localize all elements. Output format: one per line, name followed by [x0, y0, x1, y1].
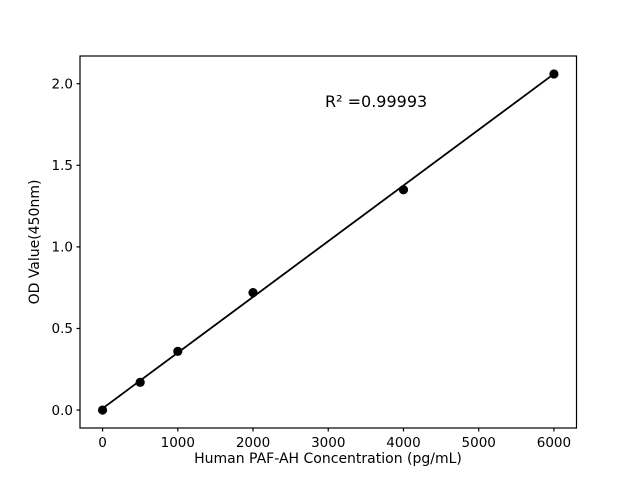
x-tick-label: 3000	[311, 435, 345, 451]
data-point	[135, 377, 145, 387]
y-axis-label: OD Value(450nm)	[27, 179, 43, 305]
x-axis-label: Human PAF-AH Concentration (pg/mL)	[194, 451, 462, 467]
y-tick-label: 2.0	[52, 76, 73, 92]
data-point	[97, 405, 108, 415]
r-squared-annotation: R² =0.99993	[325, 92, 428, 111]
data-point	[248, 287, 258, 298]
y-tick-label: 1.5	[52, 158, 73, 174]
data-point	[173, 346, 183, 356]
x-tick-label: 5000	[462, 435, 496, 451]
x-tick-label: 6000	[537, 435, 571, 451]
data-point	[549, 69, 559, 79]
y-tick-label: 0.0	[52, 403, 73, 419]
x-tick-label: 2000	[236, 435, 270, 451]
trend-line	[102, 73, 555, 410]
y-tick-label: 0.5	[52, 321, 73, 337]
data-point	[398, 185, 409, 195]
y-tick-label: 1.0	[52, 240, 73, 256]
x-tick-label: 4000	[386, 435, 420, 451]
x-tick-label: 1000	[161, 435, 195, 451]
x-tick-label: 0	[98, 435, 107, 451]
